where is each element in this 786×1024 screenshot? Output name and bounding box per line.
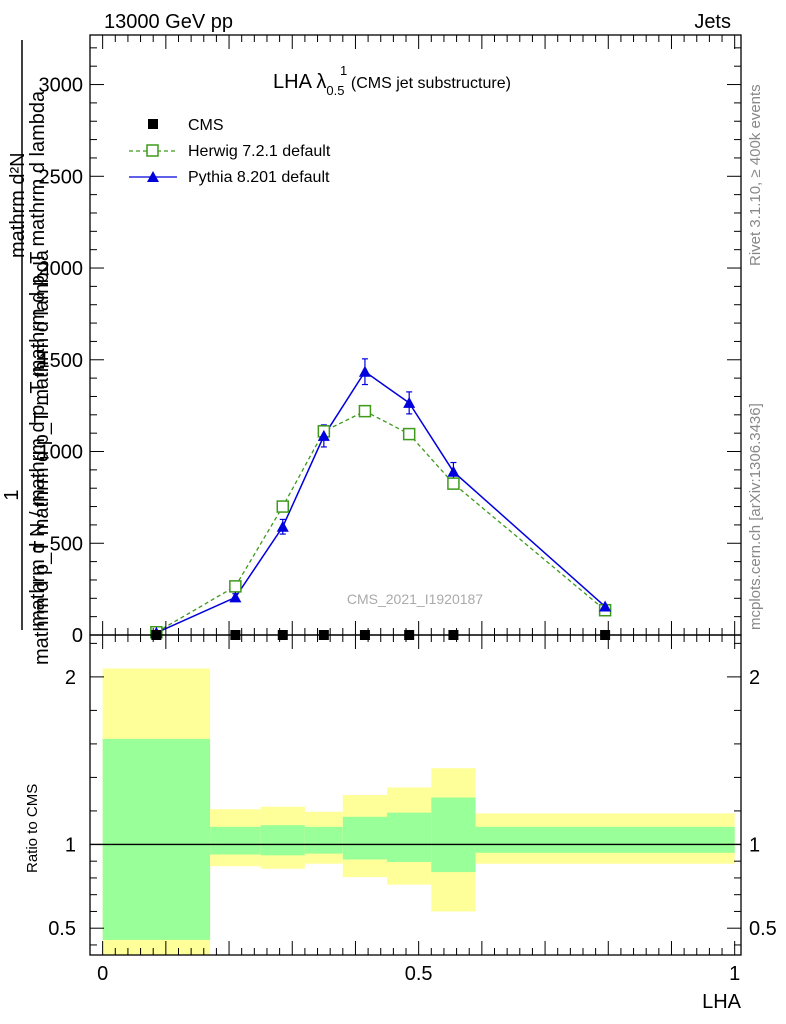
x-tick-label: 0.5 [405, 963, 433, 985]
pythia-point [358, 365, 371, 377]
ratio-band-inner [304, 826, 343, 854]
main-y-tick-label: 2500 [39, 166, 84, 188]
herwig-point [276, 500, 290, 513]
main-y-tick-label: 2000 [39, 258, 84, 280]
ratio-frame [89, 634, 742, 956]
ratio-bands [102, 668, 735, 955]
ratio-band-inner [260, 825, 305, 856]
ratio-y-tick-label-right: 2 [749, 667, 760, 689]
ratio-band-inner [387, 812, 432, 863]
x-axis-label: LHA [702, 991, 742, 1013]
pythia-point [229, 591, 242, 603]
main-y-tick-label: 1500 [39, 350, 84, 372]
title-sup: 1 [340, 63, 347, 78]
ratio-band-inner [102, 738, 211, 940]
y-label-numerator: mathrm d²N [7, 152, 29, 258]
herwig-point [229, 580, 242, 593]
header-energy: 13000 GeV pp [104, 11, 233, 33]
ratio-band-inner [342, 816, 388, 860]
legend-pythia-label: Pythia 8.201 default [188, 169, 330, 186]
legend: CMS Herwig 7.2.1 default Pythia 8.201 de… [129, 117, 331, 186]
y-label-one: 1 [1, 489, 23, 500]
ratio-y-tick-label: 0.5 [48, 918, 76, 940]
herwig-point [447, 477, 460, 490]
pythia-point [447, 465, 460, 477]
legend-cms-marker [148, 119, 158, 129]
ratio-band-inner [210, 826, 261, 855]
ratio-y-tick-label-right: 1 [749, 834, 760, 856]
y-label-second-line: mathrm d p_T mathrm d p_T mathrm d lambd… [31, 249, 53, 665]
legend-pythia-marker [147, 171, 159, 182]
x-tick-label: 0 [97, 963, 108, 985]
pythia-point [317, 429, 330, 441]
legend-cms-label: CMS [188, 117, 224, 134]
x-tick-label: 1 [729, 963, 740, 985]
pythia-point [403, 396, 416, 408]
ratio-y-label: Ratio to CMS [24, 784, 41, 873]
herwig-line [156, 410, 606, 633]
main-y-tick-label: 3000 [39, 75, 84, 97]
herwig-point [402, 427, 416, 441]
ratio-band-inner [431, 797, 476, 873]
legend-herwig-label: Herwig 7.2.1 default [188, 143, 331, 160]
analysis-watermark: CMS_2021_I1920187 [347, 591, 483, 607]
legend-herwig-marker [146, 144, 159, 157]
herwig-point [358, 404, 372, 418]
main-y-tick-label: 1000 [39, 442, 84, 464]
header-jets: Jets [694, 11, 731, 33]
ratio-y-tick-label: 2 [65, 667, 76, 689]
title-main: LHA λ [273, 71, 326, 93]
ratio-y-tick-label: 1 [65, 834, 76, 856]
rivet-label: Rivet 3.1.10, ≥ 400k events [747, 84, 764, 266]
title-sub: 0.5 [326, 83, 344, 98]
chart-title: LHA λ0.5 (CMS jet substructure) [273, 71, 511, 98]
main-y-tick-label: 0 [72, 625, 83, 647]
mcplots-label: mcplots.cern.ch [arXiv:1306.3436] [747, 403, 764, 630]
title-suffix: (CMS jet substructure) [346, 75, 510, 92]
ratio-y-tick-label-right: 0.5 [749, 918, 777, 940]
axes: 0 500 1000 1500 2000 2500 3000 0 0.5 1 0.5 0.5 1 1 2 2 [39, 34, 777, 985]
main-y-tick-label: 500 [50, 533, 83, 555]
y-label-denominator: mathrm d N / mathrm d p_T mathrm d p_T m… [27, 90, 49, 627]
pythia-line [156, 370, 606, 634]
ratio-band-inner [475, 826, 735, 853]
pythia-point [599, 600, 612, 612]
y-axis-label: mathrm d²N mathrm d p_T mathrm d p_T mat… [1, 40, 53, 665]
pythia-point [276, 520, 289, 532]
